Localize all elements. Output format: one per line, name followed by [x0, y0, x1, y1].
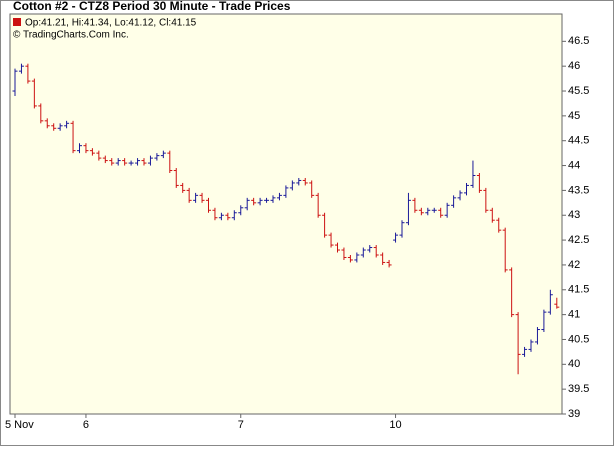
x-tick-label: 6	[83, 419, 89, 431]
x-tick-label: 10	[389, 419, 401, 431]
y-tick-label: 41.5	[568, 284, 589, 296]
info: Op:41.21, Hi:41.34, Lo:41.12, Cl:41.15	[25, 18, 197, 29]
x-tick-label: 5 Nov	[5, 419, 34, 431]
y-tick-label: 46.5	[568, 35, 589, 47]
y-tick-label: 40.5	[568, 333, 589, 345]
y-tick-label: 39.5	[568, 383, 589, 395]
y-tick-label: 45	[568, 110, 580, 122]
y-tick-label: 39	[568, 408, 580, 420]
y-tick-label: 41	[568, 309, 580, 321]
y-tick-label: 44	[568, 159, 580, 171]
copyright: © TradingCharts.Com Inc.	[13, 30, 129, 41]
chart-title: Cotton #2 - CTZ8 Period 30 Minute - Trad…	[13, 0, 291, 13]
info-swatch	[13, 18, 21, 26]
y-tick-label: 43.5	[568, 184, 589, 196]
y-tick-label: 44.5	[568, 135, 589, 147]
y-tick-label: 42.5	[568, 234, 589, 246]
y-tick-label: 43	[568, 209, 580, 221]
y-tick-label: 40	[568, 358, 580, 370]
y-tick-label: 46	[568, 60, 580, 72]
plot-area	[9, 13, 563, 415]
x-tick-label: 7	[238, 419, 244, 431]
y-tick-label: 45.5	[568, 85, 589, 97]
y-tick-label: 42	[568, 259, 580, 271]
